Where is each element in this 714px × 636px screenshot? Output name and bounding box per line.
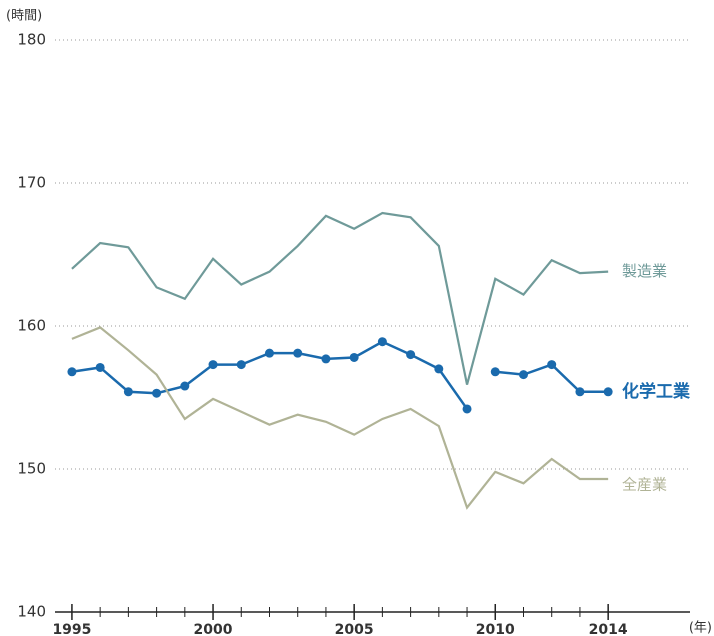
x-unit: (年) [689,621,712,636]
x-tick-label: 2014 [589,622,628,636]
series-marker [152,388,162,398]
series-marker [490,367,500,377]
series-marker [264,348,274,358]
series-marker [377,337,387,347]
y-tick-label: 160 [17,317,46,335]
series-marker [123,387,133,397]
series-marker [349,352,359,362]
series-marker [95,362,105,372]
series-marker [575,387,585,397]
series-marker [603,387,613,397]
x-tick-label: 1995 [52,622,91,636]
series-marker [208,360,218,370]
series-marker [236,360,246,370]
series-label: 製造業 [622,262,667,280]
y-tick-label: 170 [17,174,46,192]
series-marker [547,360,557,370]
series-line [71,326,609,510]
y-tick-label: 140 [17,603,46,621]
y-unit: (時間) [6,9,42,24]
series-label: 化学工業 [622,381,690,402]
y-tick-label: 150 [17,460,46,478]
series-marker [518,370,528,380]
series-line [71,211,609,385]
series-marker [180,381,190,391]
series-marker [406,350,416,360]
x-tick-label: 2005 [335,622,374,636]
series-marker [434,364,444,374]
series-marker [67,367,77,377]
x-tick-label: 2000 [194,622,233,636]
series-label: 全産業 [622,476,667,494]
series-marker [321,354,331,364]
x-tick-label: 2010 [476,622,515,636]
y-tick-label: 180 [17,31,46,49]
series-marker [293,348,303,358]
series-marker [462,404,472,414]
